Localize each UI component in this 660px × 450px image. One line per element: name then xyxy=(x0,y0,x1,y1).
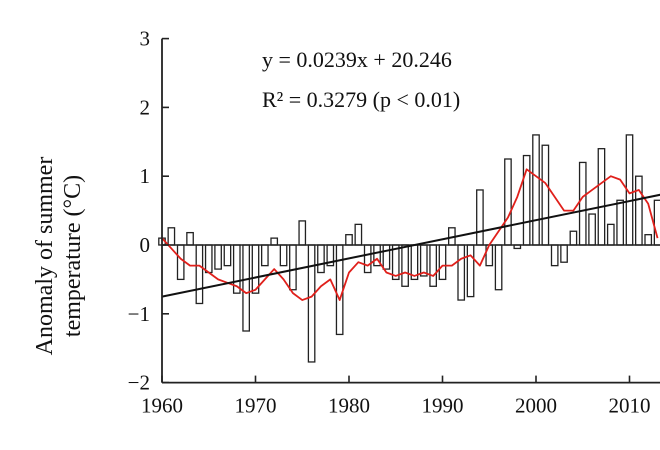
x-tick-label: 1960 xyxy=(141,394,183,418)
anomaly-bar xyxy=(279,244,288,267)
anomaly-bar xyxy=(223,244,232,267)
anomaly-bar xyxy=(541,144,550,246)
y-axis-title-line-1: Anomaly of summer xyxy=(32,157,58,356)
r-squared-label: R² = 0.3279 (p < 0.01) xyxy=(262,87,460,112)
y-axis-title: Anomaly of summer temperature (°C) xyxy=(32,157,86,356)
anomaly-bar xyxy=(298,220,307,246)
x-tick-label: 2000 xyxy=(515,394,557,418)
anomaly-bar xyxy=(270,237,279,246)
anomaly-bar xyxy=(578,161,587,246)
anomaly-bar xyxy=(382,244,391,270)
anomaly-bar xyxy=(504,158,512,246)
anomaly-bar xyxy=(289,244,297,291)
anomaly-bar xyxy=(550,244,559,267)
anomaly-bar xyxy=(569,230,578,246)
anomaly-bar xyxy=(494,244,503,291)
anomaly-bar xyxy=(419,244,428,277)
anomaly-bar xyxy=(616,199,625,246)
anomaly-bar xyxy=(597,148,606,246)
anomaly-bar xyxy=(354,223,363,246)
anomaly-bar xyxy=(466,244,475,298)
anomaly-bar xyxy=(214,244,222,270)
regression-equation: y = 0.0239x + 20.246 xyxy=(262,47,452,72)
anomaly-bar xyxy=(606,223,615,246)
running-mean-line xyxy=(161,168,659,301)
anomaly-bar xyxy=(363,244,372,274)
x-tick-label: 1980 xyxy=(328,394,370,418)
anomaly-bar xyxy=(307,244,316,363)
anomaly-bar xyxy=(653,199,660,246)
x-tick-label: 2010 xyxy=(609,394,651,418)
y-tick-label: 0 xyxy=(140,233,151,257)
anomaly-bar xyxy=(588,213,596,246)
x-tick-label: 1990 xyxy=(422,394,464,418)
anomaly-bar xyxy=(644,234,653,246)
anomaly-bar xyxy=(429,244,438,287)
y-tick-label: −2 xyxy=(128,371,150,395)
y-tick-label: 3 xyxy=(140,27,151,51)
y-tick-label: −1 xyxy=(128,302,150,326)
anomaly-bar xyxy=(635,175,643,246)
anomaly-bar xyxy=(186,231,194,246)
anomaly-bar xyxy=(242,244,250,332)
x-tick-label: 1970 xyxy=(235,394,277,418)
y-tick-label: 2 xyxy=(140,95,151,119)
anomaly-bar xyxy=(195,244,204,305)
plot-area: −2 −1 0 1 2 3 1960 1970 1980 1990 2000 2010 xyxy=(128,27,660,418)
y-axis-title-line-2: temperature (°C) xyxy=(60,175,86,337)
anomaly-bar xyxy=(260,244,269,267)
anomaly-bar xyxy=(560,244,568,263)
anomaly-bar xyxy=(176,244,185,281)
anomaly-bar xyxy=(317,244,325,274)
anomaly-bar xyxy=(401,244,409,287)
anomaly-bar xyxy=(204,244,213,274)
y-tick-label: 1 xyxy=(140,164,151,188)
anomaly-bar xyxy=(532,134,540,246)
anomaly-bar xyxy=(476,189,484,246)
anomaly-bar xyxy=(438,244,447,281)
anomaly-bar xyxy=(345,234,353,246)
trend-line xyxy=(161,193,660,298)
anomaly-bar xyxy=(335,244,344,336)
anomaly-bar xyxy=(167,227,176,246)
anomaly-bar xyxy=(457,244,466,301)
